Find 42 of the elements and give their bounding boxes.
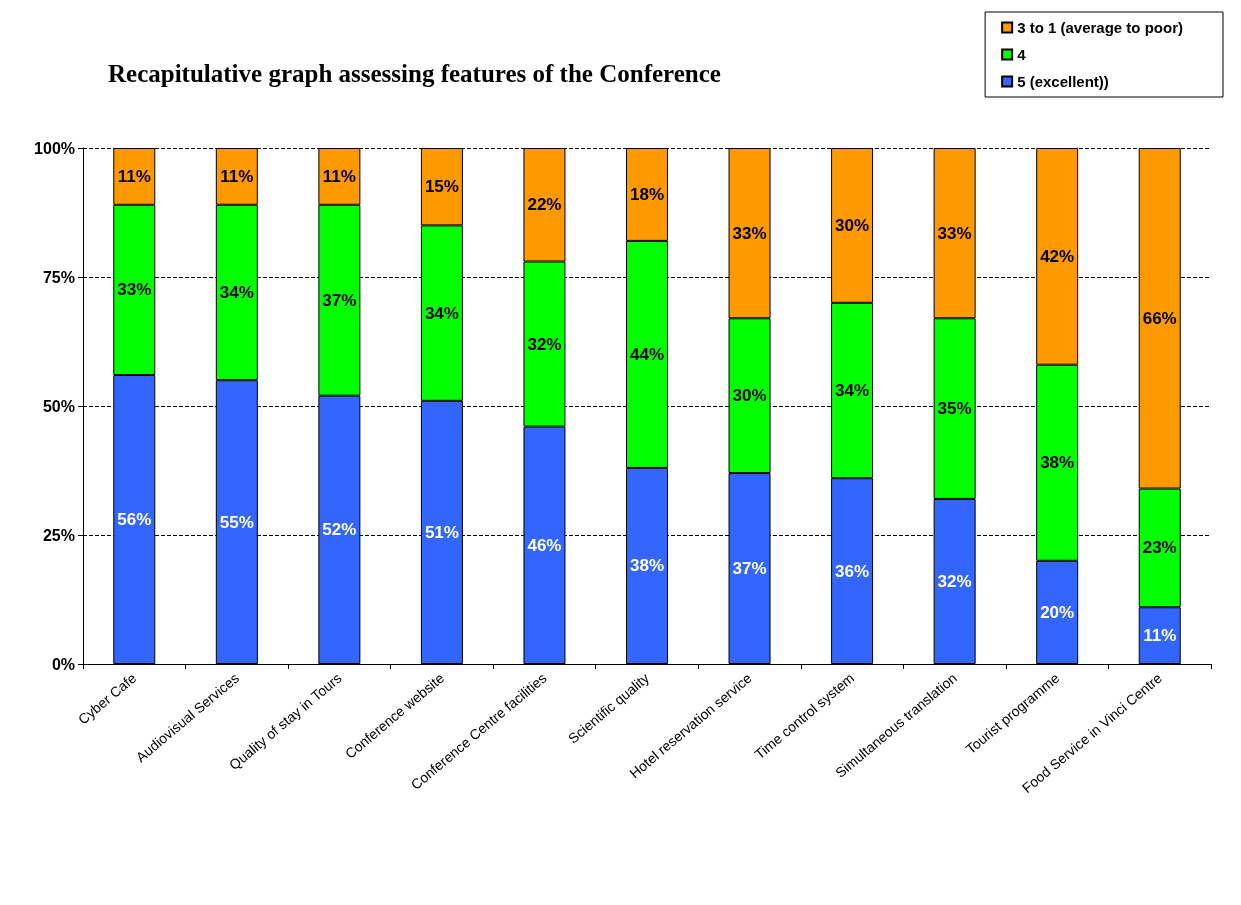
data-label: 52% [322,520,357,540]
data-label: 56% [117,510,152,530]
data-label: 38% [1040,453,1075,473]
y-tick-label: 0% [51,655,75,673]
data-label: 18% [629,184,665,204]
data-label: 34% [835,381,870,401]
legend-label: 3 to 1 (average to poor) [1017,19,1184,36]
legend-label: 5 (excellent)) [1017,73,1109,90]
data-label: 36% [835,561,870,581]
data-label: 11% [117,166,151,186]
data-label: 34% [424,303,459,323]
data-label: 33% [117,280,152,300]
data-label: 35% [937,399,972,419]
y-tick-label: 100% [34,139,75,157]
y-tick-label: 25% [42,526,75,544]
data-label: 30% [835,215,870,235]
data-label: 23% [1142,538,1177,558]
data-label: 66% [1142,308,1177,328]
data-label: 33% [732,223,767,243]
legend-label: 4 [1017,46,1027,63]
data-label: 37% [322,290,357,310]
y-tick-label: 50% [42,397,75,415]
data-label: 33% [937,223,972,243]
chart-title: Recapitulative graph assessing features of the Conference [108,60,721,87]
data-label: 11% [1143,626,1177,646]
data-label: 11% [322,166,356,186]
data-label: 20% [1040,602,1075,622]
data-label: 34% [219,282,254,302]
data-label: 38% [629,556,665,576]
data-label: 37% [732,559,767,579]
data-label: 51% [424,522,459,542]
data-label: 46% [527,535,562,555]
data-label: 42% [1040,246,1075,266]
data-label: 15% [424,177,459,197]
data-label: 30% [732,386,767,406]
y-tick-label: 75% [42,268,75,286]
data-label: 32% [527,334,562,354]
data-label: 11% [220,166,254,186]
data-label: 22% [527,195,562,215]
data-label: 44% [629,344,665,364]
data-label: 32% [937,571,972,591]
data-label: 55% [219,512,254,532]
